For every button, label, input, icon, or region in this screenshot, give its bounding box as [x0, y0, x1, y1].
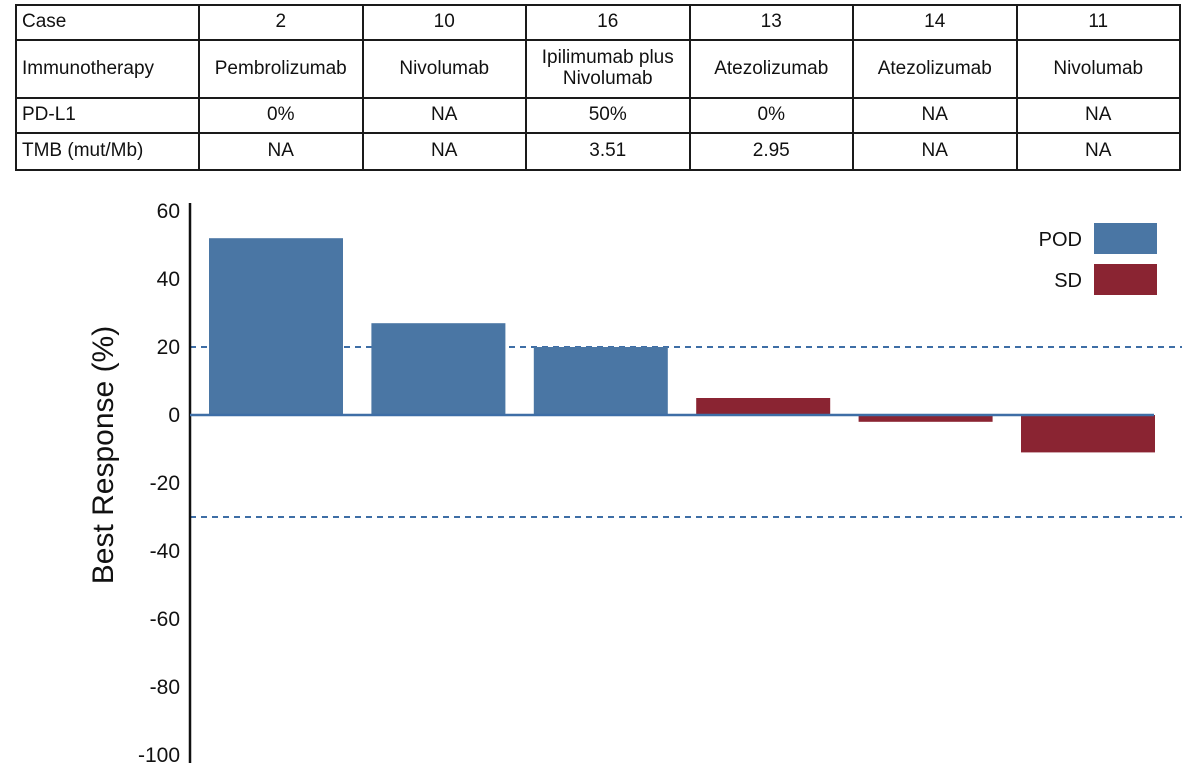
table-row-pd-l1: PD-L1 0% NA 50% 0% NA NA — [15, 97, 1181, 134]
y-tick-label: 0 — [168, 404, 180, 427]
table-cell: 14 — [852, 4, 1018, 41]
table-cell: Nivolumab — [361, 39, 527, 99]
table-cell: 11 — [1015, 4, 1181, 41]
y-tick-label: -100 — [138, 744, 180, 767]
y-tick-label: -60 — [150, 608, 180, 631]
y-tick-label: 60 — [157, 200, 180, 223]
table-cell: NA — [1015, 97, 1181, 134]
table-cell: 13 — [688, 4, 854, 41]
row-label-case: Case — [15, 4, 200, 41]
table-cell: 10 — [361, 4, 527, 41]
table-cell: NA — [198, 132, 364, 171]
reference-lines — [190, 346, 1182, 518]
y-tick-label: -80 — [150, 676, 180, 699]
table-cell: NA — [361, 132, 527, 171]
table-cell: Ipilimumab plus Nivolumab — [525, 39, 691, 99]
legend-label-sd: SD — [1054, 270, 1082, 292]
table-cell: 0% — [198, 97, 364, 134]
table-row-tmb: TMB (mut/Mb) NA NA 3.51 2.95 NA NA — [15, 132, 1181, 171]
bar-case-11 — [1021, 415, 1155, 453]
y-tick-label: -20 — [150, 472, 180, 495]
row-label-immunotherapy: Immunotherapy — [15, 39, 200, 99]
axes — [188, 203, 1154, 763]
legend: POD SD — [1039, 223, 1157, 295]
table-cell: Nivolumab — [1015, 39, 1181, 99]
y-tick-labels: 60 40 20 0 -20 -40 -60 -80 -100 — [138, 200, 180, 767]
table-row-case: Case 2 10 16 13 14 11 — [15, 4, 1181, 41]
legend-swatch-sd — [1094, 264, 1157, 295]
y-tick-label: -40 — [150, 540, 180, 563]
bar-case-16 — [533, 347, 668, 415]
legend-swatch-pod — [1094, 223, 1157, 254]
table-cell: NA — [852, 132, 1018, 171]
bar-case-13 — [696, 398, 831, 415]
table-cell: Pembrolizumab — [198, 39, 364, 99]
table-cell: NA — [1015, 132, 1181, 171]
bar-case-14 — [858, 415, 993, 422]
table-cell: 50% — [525, 97, 691, 134]
bar-case-2 — [209, 238, 343, 415]
table-cell: 2 — [198, 4, 364, 41]
table-cell: NA — [361, 97, 527, 134]
row-label-tmb: TMB (mut/Mb) — [15, 132, 200, 171]
y-tick-label: 40 — [157, 268, 180, 291]
case-info-table: Case 2 10 16 13 14 11 Immunotherapy Pemb… — [15, 4, 1181, 171]
table-cell: 0% — [688, 97, 854, 134]
table-row-immunotherapy: Immunotherapy Pembrolizumab Nivolumab Ip… — [15, 39, 1181, 99]
bars — [209, 238, 1155, 453]
table-cell: NA — [852, 97, 1018, 134]
table-cell: 3.51 — [525, 132, 691, 171]
y-axis-label: Best Response (%) — [87, 326, 120, 584]
table-cell: Atezolizumab — [688, 39, 854, 99]
y-tick-label: 20 — [157, 336, 180, 359]
bar-case-10 — [371, 323, 506, 415]
legend-label-pod: POD — [1039, 229, 1082, 251]
table-cell: 16 — [525, 4, 691, 41]
table-cell: Atezolizumab — [852, 39, 1018, 99]
row-label-pd-l1: PD-L1 — [15, 97, 200, 134]
table-cell: 2.95 — [688, 132, 854, 171]
